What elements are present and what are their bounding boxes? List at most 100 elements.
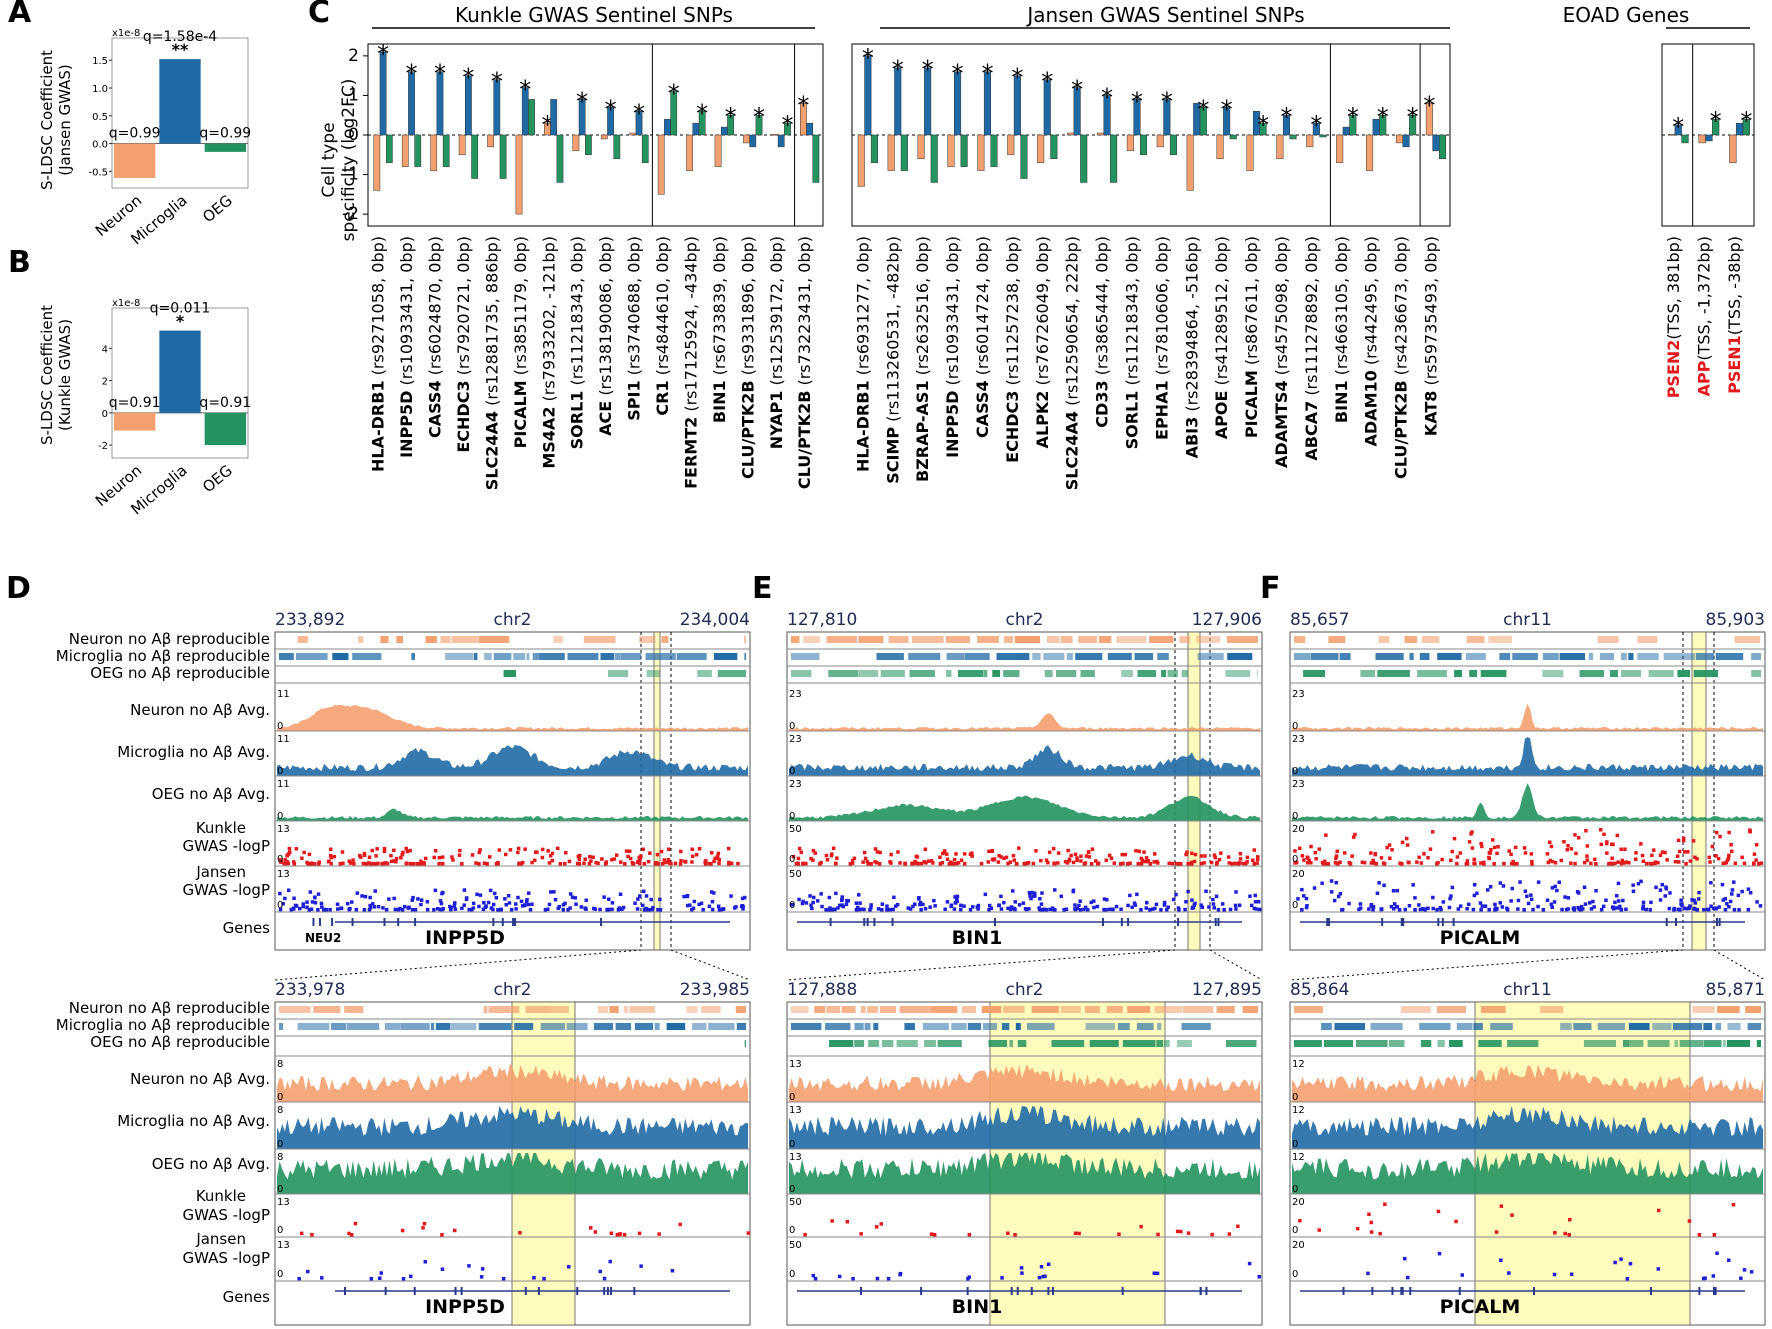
microglia-rep-peak bbox=[479, 1023, 512, 1030]
gene-exon bbox=[1402, 1287, 1404, 1295]
kunkle-point bbox=[1641, 854, 1645, 858]
kunkle-point bbox=[1514, 846, 1518, 850]
neuron-rep-peak bbox=[526, 1006, 551, 1013]
neuron-rep-peak bbox=[1481, 1006, 1506, 1013]
kunkle-point bbox=[440, 1233, 444, 1237]
jansen-point bbox=[1040, 902, 1044, 906]
jansen-point bbox=[1248, 1262, 1252, 1266]
kunkle-point bbox=[288, 847, 292, 851]
oeg-rep-peak bbox=[1481, 670, 1507, 677]
jansen-point bbox=[420, 898, 424, 902]
gene-exon bbox=[1459, 1287, 1461, 1295]
track-label-neuron-avg-zoom: Neuron no Aβ Avg. bbox=[130, 1070, 270, 1088]
microglia-rep-peak bbox=[1673, 1023, 1702, 1030]
jansen-point bbox=[932, 899, 936, 903]
jansen-point bbox=[1739, 1277, 1743, 1281]
significance-star: * bbox=[1011, 64, 1023, 92]
jansen-point bbox=[847, 899, 851, 903]
kunkle-point bbox=[869, 862, 873, 866]
q-value-label: q=0.99 bbox=[199, 126, 251, 142]
kunkle-point bbox=[1586, 858, 1590, 862]
jansen-point bbox=[1221, 902, 1225, 906]
coord-start: 127,888 bbox=[787, 980, 857, 1000]
kunkle-point bbox=[1530, 862, 1534, 866]
microglia-rep-peak bbox=[1637, 653, 1658, 660]
kunkle-point bbox=[661, 862, 665, 866]
track-scale-max: 12 bbox=[1292, 1059, 1305, 1070]
neuron-rep-peak bbox=[686, 1006, 697, 1013]
jansen-point bbox=[1755, 900, 1759, 904]
jansen-point bbox=[1183, 908, 1187, 912]
panel-label-b: B bbox=[8, 245, 31, 280]
jansen-point bbox=[1583, 886, 1587, 890]
kunkle-point bbox=[1645, 862, 1649, 866]
jansen-point bbox=[1254, 894, 1258, 898]
oeg-rep-peak bbox=[1677, 670, 1690, 677]
jansen-point bbox=[1159, 908, 1163, 912]
jansen-point bbox=[487, 901, 491, 905]
jansen-point bbox=[743, 896, 747, 900]
snp-id: (rs3740688, 0bp) bbox=[625, 236, 644, 380]
jansen-point bbox=[692, 907, 696, 911]
kunkle-point bbox=[1754, 858, 1758, 862]
kunkle-point bbox=[1711, 845, 1715, 849]
oeg-rep-peak bbox=[1542, 670, 1563, 677]
track-label-jansen-2-zoom: GWAS -logP bbox=[182, 1249, 270, 1267]
kunkle-point bbox=[1634, 851, 1638, 855]
gene-name: INPP5D bbox=[943, 391, 962, 458]
jansen-point bbox=[1645, 908, 1649, 912]
microglia-rep-peak bbox=[1137, 1023, 1154, 1030]
neuron-rep-peak bbox=[1422, 636, 1440, 643]
microglia-rep-peak bbox=[1512, 653, 1538, 660]
kunkle-point bbox=[1548, 841, 1552, 845]
kunkle-point bbox=[1236, 1225, 1240, 1229]
bar-oeg bbox=[1439, 135, 1446, 159]
neuron-rep-peak bbox=[1488, 636, 1512, 643]
neuron-rep-peak bbox=[1116, 636, 1146, 643]
track-scale-min: 0 bbox=[789, 1139, 795, 1150]
jansen-point bbox=[808, 894, 812, 898]
track-scale-min: 0 bbox=[1292, 1225, 1298, 1236]
jansen-point bbox=[475, 893, 479, 897]
kunkle-point bbox=[1650, 854, 1654, 858]
jansen-point bbox=[1000, 1276, 1004, 1280]
coord-start: 85,864 bbox=[1290, 980, 1349, 1000]
q-value-label: q=0.011 bbox=[150, 301, 211, 317]
gene-exon bbox=[967, 1287, 969, 1295]
jansen-point bbox=[845, 903, 849, 907]
jansen-point bbox=[1590, 907, 1594, 911]
kunkle-point bbox=[663, 858, 667, 862]
gene-name: SCIMP bbox=[883, 427, 902, 484]
neuron-rep-peak bbox=[744, 636, 746, 643]
jansen-point bbox=[1676, 908, 1680, 912]
kunkle-point bbox=[1052, 862, 1056, 866]
kunkle-point bbox=[589, 1226, 593, 1230]
jansen-point bbox=[502, 1277, 506, 1281]
jansen-point bbox=[1649, 901, 1653, 905]
kunkle-point bbox=[1302, 858, 1306, 862]
jansen-point bbox=[507, 894, 511, 898]
kunkle-point bbox=[1039, 859, 1043, 863]
jansen-point bbox=[1531, 908, 1535, 912]
jansen-point bbox=[1104, 908, 1108, 912]
microglia-rep-peak bbox=[601, 653, 615, 660]
microglia-rep-peak bbox=[431, 1023, 434, 1030]
kunkle-point bbox=[1509, 853, 1513, 857]
snp-id: (rs113260531, -482bp) bbox=[883, 236, 902, 427]
kunkle-point bbox=[509, 848, 513, 852]
jansen-point bbox=[355, 908, 359, 912]
jansen-point bbox=[1367, 907, 1371, 911]
kunkle-point bbox=[1623, 848, 1627, 852]
kunkle-point bbox=[648, 851, 652, 855]
jansen-point bbox=[1743, 1268, 1747, 1272]
microglia-rep-peak bbox=[279, 1023, 283, 1030]
kunkle-point bbox=[374, 854, 378, 858]
kunkle-point bbox=[383, 850, 387, 854]
neuron-rep-peak bbox=[1004, 636, 1013, 643]
jansen-point bbox=[336, 903, 340, 907]
kunkle-point bbox=[628, 850, 632, 854]
gene-exon bbox=[1698, 1287, 1700, 1295]
jansen-point bbox=[1156, 1272, 1160, 1276]
jansen-point bbox=[1553, 885, 1557, 889]
neuron-rep-peak bbox=[982, 1006, 1001, 1013]
